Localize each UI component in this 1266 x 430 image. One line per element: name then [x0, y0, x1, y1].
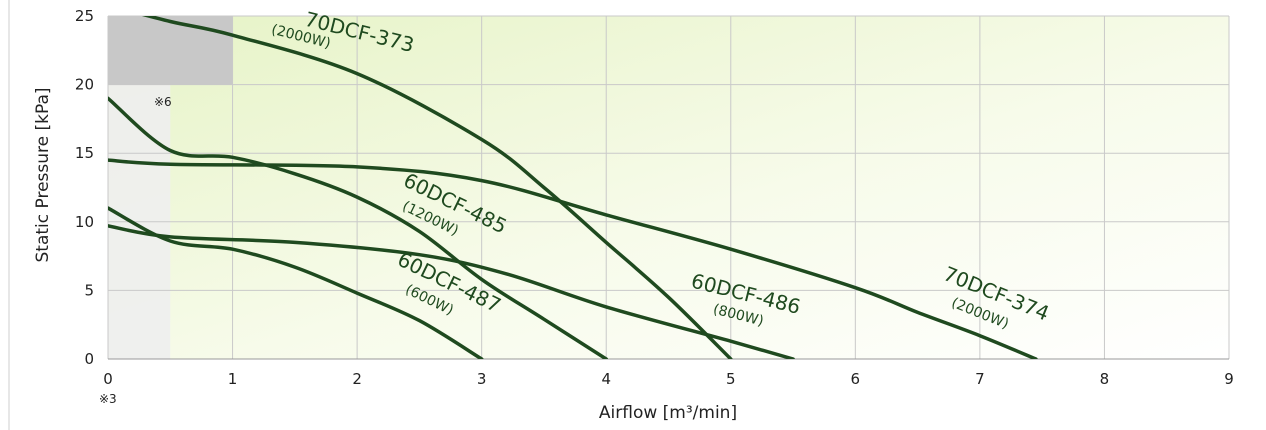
curves-group — [108, 16, 1038, 359]
grid-lines — [107, 15, 1230, 360]
curve-60dcf-486 — [108, 224, 795, 359]
y-tick-label: 10 — [75, 213, 94, 231]
x-tick-label: 9 — [1224, 370, 1234, 388]
y-tick-label: 5 — [84, 281, 94, 299]
x-tick-label: 1 — [228, 370, 238, 388]
curve-60dcf-485 — [108, 96, 608, 359]
y-axis-title: Static Pressure [kPa] — [33, 87, 53, 262]
y-tick-label: 0 — [84, 350, 94, 368]
y-tick-label: 25 — [75, 7, 94, 25]
y-tick-label: 15 — [75, 144, 94, 162]
x-tick-label: 7 — [975, 370, 985, 388]
x-tick-label: 4 — [601, 370, 611, 388]
y-tick-label: 20 — [75, 76, 94, 94]
curve-60dcf-487 — [108, 206, 484, 359]
curve-70dcf-374 — [108, 158, 1038, 359]
x-tick-label: 6 — [851, 370, 861, 388]
note-3: ※3 — [99, 392, 117, 406]
curve-70dcf-373 — [141, 16, 733, 359]
x-tick-labels: 0 1 2 3 4 5 6 7 8 9 — [103, 370, 1234, 388]
x-tick-label: 0 — [103, 370, 113, 388]
x-axis-title: Airflow [m³/min] — [599, 403, 737, 423]
x-tick-label: 8 — [1100, 370, 1110, 388]
unrecommended-zone-dark — [108, 16, 233, 85]
y-tick-labels: 0 5 10 15 20 25 — [75, 7, 94, 368]
plot-background — [108, 16, 1229, 359]
x-tick-label: 2 — [352, 370, 362, 388]
x-tick-label: 3 — [477, 370, 487, 388]
x-tick-label: 5 — [726, 370, 736, 388]
note-6: ※6 — [154, 95, 172, 109]
